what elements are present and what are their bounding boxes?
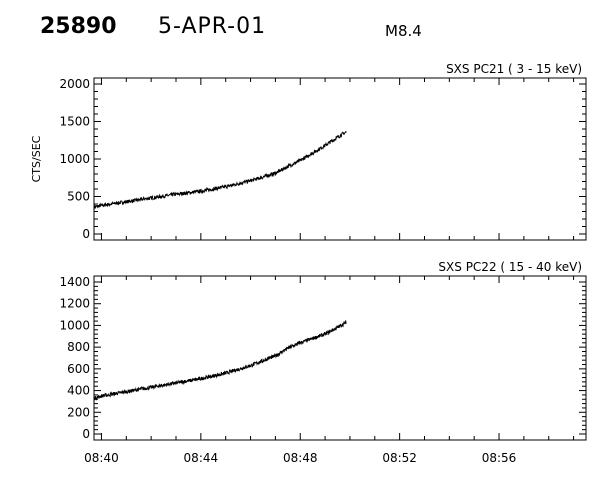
series-line: [93, 319, 347, 401]
plot-frame: [93, 77, 587, 241]
flare-class: M8.4: [385, 22, 422, 40]
y-tick-label: 1500: [59, 115, 90, 129]
y-tick-label: 0: [82, 227, 90, 241]
y-tick-label: 400: [67, 384, 90, 398]
x-tick-label: 08:56: [482, 451, 517, 465]
y-tick-label: 1000: [59, 318, 90, 332]
event-date: 5-APR-01: [158, 14, 267, 39]
y-tick-label: 800: [67, 340, 90, 354]
y-tick-label: 1000: [59, 152, 90, 166]
y-tick-label: 500: [67, 190, 90, 204]
y-tick-label: 2000: [59, 77, 90, 91]
panel-title: SXS PC22 ( 15 - 40 keV): [438, 260, 582, 274]
y-tick-label: 600: [67, 362, 90, 376]
x-tick-label: 08:48: [283, 451, 318, 465]
x-tick-label: 08:44: [184, 451, 219, 465]
event-id: 25890: [40, 14, 117, 39]
y-tick-label: 1200: [59, 297, 90, 311]
panel-title: SXS PC21 ( 3 - 15 keV): [446, 62, 582, 76]
series-line: [93, 130, 347, 210]
y-tick-label: 200: [67, 405, 90, 419]
plot-frame: [93, 275, 587, 441]
y-axis-label: CTS/SEC: [30, 135, 43, 182]
x-tick-label: 08:52: [382, 451, 417, 465]
x-tick-label: 08:40: [84, 451, 119, 465]
y-tick-label: 1400: [59, 275, 90, 289]
y-tick-label: 0: [82, 427, 90, 441]
